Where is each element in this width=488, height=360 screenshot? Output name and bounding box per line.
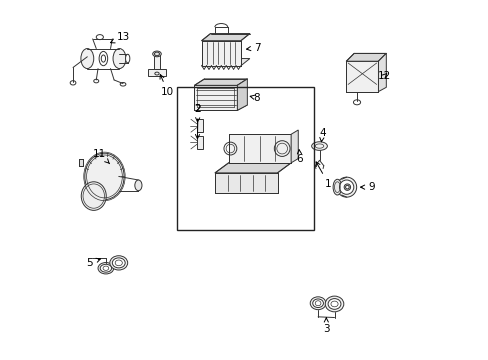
Ellipse shape [135, 180, 142, 191]
Polygon shape [80, 158, 83, 166]
Ellipse shape [332, 179, 341, 195]
Polygon shape [194, 85, 237, 111]
Ellipse shape [312, 299, 323, 307]
Text: 1: 1 [315, 162, 331, 189]
Polygon shape [215, 163, 290, 173]
Text: 13: 13 [110, 32, 129, 43]
Ellipse shape [81, 49, 94, 68]
Ellipse shape [339, 180, 353, 194]
Text: 9: 9 [360, 182, 374, 192]
Polygon shape [378, 53, 386, 91]
Polygon shape [346, 53, 386, 61]
Polygon shape [194, 79, 247, 85]
Ellipse shape [152, 51, 161, 57]
Ellipse shape [125, 54, 130, 63]
Ellipse shape [110, 256, 127, 270]
Ellipse shape [311, 142, 326, 150]
Bar [197, 119, 203, 132]
Text: 3: 3 [323, 318, 329, 334]
Bar [197, 136, 203, 149]
Polygon shape [290, 130, 298, 163]
Ellipse shape [336, 177, 356, 197]
Text: 6: 6 [296, 150, 303, 163]
Text: 8: 8 [250, 93, 260, 103]
Text: 11: 11 [93, 149, 109, 164]
Polygon shape [201, 41, 241, 66]
Polygon shape [201, 33, 249, 41]
Text: 7: 7 [246, 43, 260, 53]
Text: 12: 12 [377, 71, 390, 81]
Ellipse shape [100, 264, 111, 272]
Ellipse shape [344, 184, 350, 190]
Ellipse shape [113, 49, 125, 68]
Bar [176, 87, 313, 230]
Ellipse shape [345, 185, 348, 189]
Ellipse shape [98, 262, 114, 274]
Bar [154, 55, 160, 69]
Polygon shape [194, 105, 247, 111]
Polygon shape [237, 79, 247, 111]
Polygon shape [228, 134, 290, 163]
Text: 4: 4 [318, 128, 325, 142]
Ellipse shape [327, 298, 340, 309]
Polygon shape [346, 61, 378, 91]
Ellipse shape [84, 153, 124, 200]
Bar [148, 69, 165, 76]
Ellipse shape [112, 258, 125, 268]
Ellipse shape [325, 296, 343, 312]
Text: 2: 2 [194, 104, 201, 122]
Polygon shape [215, 173, 277, 193]
Ellipse shape [81, 182, 106, 210]
Polygon shape [201, 59, 249, 66]
Ellipse shape [309, 297, 325, 310]
Text: 2: 2 [194, 104, 201, 139]
Text: 10: 10 [160, 75, 174, 97]
Text: 5: 5 [86, 258, 100, 268]
